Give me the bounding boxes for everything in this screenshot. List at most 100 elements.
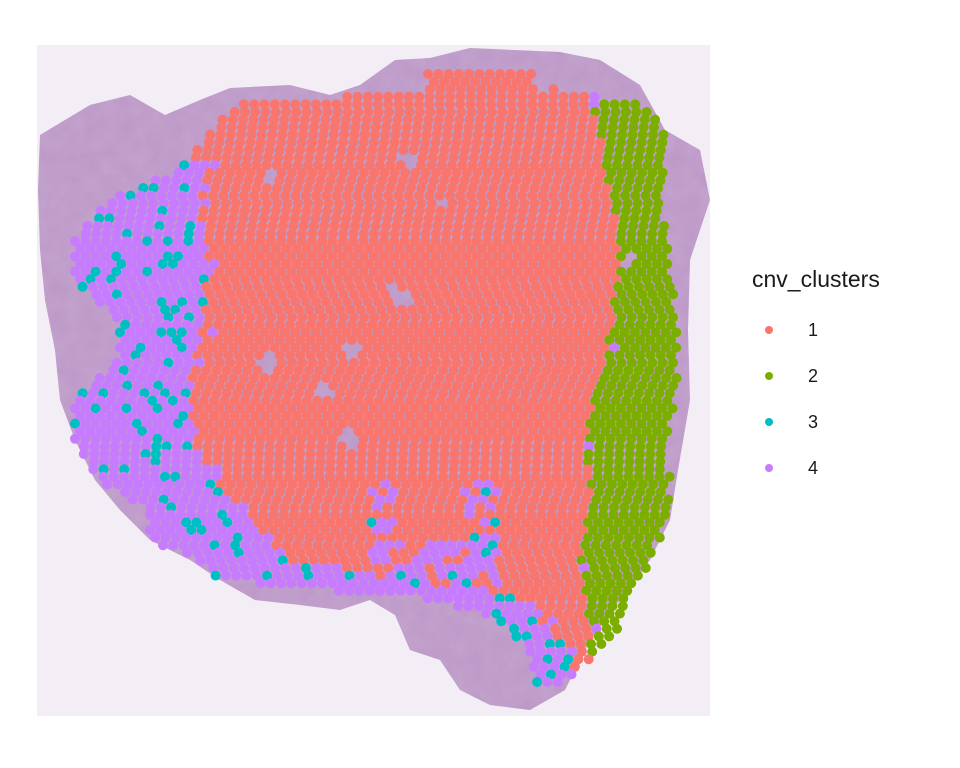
spot-cluster-1: [448, 365, 459, 376]
spot-cluster-2: [609, 616, 620, 627]
spot-cluster-2: [585, 433, 595, 444]
spot-cluster-1: [543, 403, 554, 414]
spot-cluster-1: [439, 335, 450, 345]
spot-cluster-1: [228, 297, 239, 307]
spot-cluster-4: [388, 487, 398, 497]
spot-cluster-1: [398, 547, 409, 558]
spot-cluster-1: [569, 259, 580, 269]
spot-cluster-1: [214, 312, 225, 323]
spot-cluster-4: [98, 471, 109, 482]
spot-cluster-1: [245, 266, 256, 277]
spot-cluster-1: [411, 479, 422, 490]
spot-cluster-4: [153, 312, 164, 323]
spot-cluster-2: [650, 190, 661, 201]
spot-cluster-1: [417, 365, 428, 376]
spot-cluster-1: [223, 319, 234, 330]
spot-cluster-1: [389, 137, 400, 148]
spot-cluster-2: [641, 395, 652, 406]
spot-cluster-3: [205, 479, 216, 490]
spot-cluster-4: [161, 449, 172, 459]
spot-cluster-1: [373, 563, 383, 573]
spot-cluster-1: [536, 525, 547, 535]
spot-cluster-4: [216, 555, 226, 566]
spot-cluster-1: [576, 122, 587, 133]
spot-cluster-1: [219, 426, 230, 437]
spot-cluster-1: [232, 464, 243, 475]
spot-cluster-4: [160, 456, 171, 467]
spot-cluster-1: [358, 266, 369, 277]
spot-cluster-1: [432, 122, 443, 133]
spot-cluster-4: [111, 380, 122, 391]
spot-cluster-1: [278, 509, 289, 520]
spot-cluster-1: [322, 259, 333, 269]
spot-cluster-1: [326, 449, 336, 459]
spot-cluster-1: [276, 433, 286, 444]
spot-cluster-1: [441, 289, 452, 300]
spot-cluster-2: [623, 464, 634, 475]
spot-cluster-1: [529, 160, 540, 171]
spot-cluster-1: [259, 342, 270, 353]
spot-cluster-1: [561, 365, 572, 376]
spot-cluster-2: [634, 175, 645, 186]
spot-cluster-1: [285, 441, 296, 452]
spot-cluster-1: [467, 198, 478, 209]
spot-cluster-1: [454, 502, 465, 513]
spot-cluster-4: [210, 494, 221, 505]
spot-cluster-1: [540, 570, 551, 581]
spot-cluster-2: [591, 494, 602, 505]
spot-cluster-1: [500, 464, 511, 475]
spot-cluster-1: [496, 297, 507, 307]
spot-cluster-1: [376, 304, 387, 315]
spot-cluster-2: [613, 532, 624, 543]
spot-cluster-1: [562, 175, 573, 186]
spot-cluster-4: [192, 449, 203, 459]
spot-cluster-1: [294, 517, 305, 528]
spot-cluster-1: [478, 183, 489, 193]
spot-cluster-1: [451, 236, 462, 247]
spot-cluster-3: [461, 578, 472, 589]
spot-cluster-4: [200, 198, 211, 209]
spot-cluster-1: [382, 114, 393, 125]
spot-cluster-1: [344, 160, 354, 171]
spot-cluster-1: [300, 342, 311, 353]
spot-cluster-1: [449, 319, 460, 330]
spot-cluster-1: [600, 243, 611, 254]
spot-cluster-1: [492, 167, 503, 178]
spot-cluster-1: [501, 350, 512, 361]
spot-cluster-1: [225, 228, 235, 239]
spot-cluster-1: [454, 114, 465, 125]
spot-cluster-1: [410, 137, 421, 148]
spot-cluster-1: [309, 509, 320, 520]
spot-cluster-1: [192, 350, 203, 361]
spot-cluster-1: [521, 487, 532, 497]
spot-cluster-2: [654, 152, 665, 163]
spot-cluster-1: [507, 107, 518, 117]
spot-cluster-4: [473, 601, 484, 611]
spot-cluster-1: [413, 342, 424, 353]
spot-cluster-1: [568, 563, 579, 573]
spot-cluster-4: [525, 646, 536, 657]
spot-cluster-1: [488, 198, 499, 209]
spot-cluster-1: [415, 540, 426, 551]
spot-cluster-1: [295, 145, 306, 155]
spot-cluster-1: [556, 601, 566, 611]
spot-cluster-4: [286, 578, 297, 589]
spot-cluster-1: [252, 365, 263, 376]
spot-cluster-1: [484, 221, 494, 231]
spot-cluster-1: [358, 403, 369, 414]
spot-cluster-1: [306, 236, 317, 247]
spot-cluster-1: [315, 517, 325, 528]
spot-cluster-4: [182, 487, 192, 497]
spot-cluster-1: [428, 175, 439, 186]
spot-cluster-2: [641, 411, 652, 421]
spot-cluster-1: [431, 380, 442, 391]
spot-cluster-4: [132, 357, 143, 368]
spot-cluster-2: [626, 418, 637, 429]
spot-cluster-4: [375, 585, 385, 596]
spot-cluster-1: [407, 304, 418, 315]
spot-cluster-3: [148, 183, 159, 193]
spot-cluster-1: [314, 464, 325, 475]
spot-cluster-1: [263, 456, 274, 467]
spot-cluster-1: [451, 289, 462, 300]
spot-cluster-1: [367, 449, 378, 459]
